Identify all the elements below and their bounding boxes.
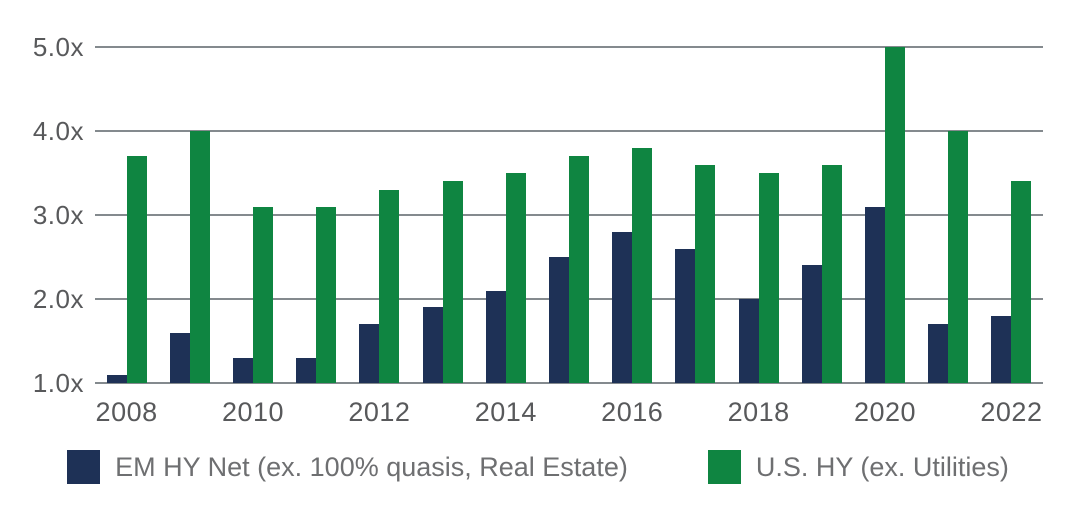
bar-em-hy-net-2016 [612,231,633,383]
year-group-2020: 2020 [853,47,916,427]
x-tick-2018: 2018 [727,397,790,427]
bar-us-hy-2016 [632,147,653,383]
bar-em-hy-net-2012 [359,324,380,383]
y-tick-5.0x: 5.0x [32,32,84,62]
bar-us-hy-2014 [505,173,526,383]
gridline-3.0x [95,214,1043,216]
bar-em-hy-net-2013 [422,307,443,383]
bar-us-hy-2011 [316,206,337,383]
x-tick-2020: 2020 [853,397,917,427]
year-group-2014: 2014 [474,47,537,427]
x-tick-2014: 2014 [474,397,537,427]
bar-us-hy-2018 [758,173,779,383]
bar-em-hy-net-2010 [233,357,253,383]
year-group-2016: 2016 [601,47,664,427]
bar-em-hy-net-2022 [991,315,1012,383]
year-group-2018: 2018 [727,47,790,427]
bar-em-hy-net-2011 [296,357,317,383]
bar-em-hy-net-2009 [169,332,190,383]
bar-groups: 2008 2010 2012 2014 2016 2018 2020 2022 [95,47,1043,427]
gridline-5.0x [95,46,1043,48]
bar-em-hy-net-2014 [485,290,506,383]
year-group-2011 [285,47,348,383]
bar-em-hy-net-2015 [549,257,570,383]
year-group-2019 [790,47,853,383]
legend-item-us-hy: U.S. HY (ex. Utilities) [707,450,1009,484]
x-tick-2016: 2016 [601,397,664,427]
legend-label-us-hy: U.S. HY (ex. Utilities) [755,451,1009,482]
x-tick-2022: 2022 [980,397,1043,427]
plot-area: 2008 2010 2012 2014 2016 2018 2020 2022 [95,46,1043,427]
bar-us-hy-2008 [126,156,147,383]
bar-us-hy-2015 [569,156,590,383]
y-tick-3.0x: 3.0x [32,200,84,230]
bar-em-hy-net-2019 [801,265,822,383]
y-tick-2.0x: 2.0x [32,284,84,314]
year-group-2021 [917,47,980,383]
x-tick-2012: 2012 [348,397,411,427]
year-group-2009 [158,47,221,383]
x-tick-2008: 2008 [95,397,158,427]
year-group-2010: 2010 [221,47,284,427]
bar-us-hy-2009 [189,131,210,383]
bar-us-hy-2020 [885,47,906,383]
bar-em-hy-net-2018 [738,299,759,383]
y-tick-1.0x: 1.0x [32,368,84,398]
bar-em-hy-net-2021 [928,324,949,383]
year-group-2022: 2022 [980,47,1043,427]
bar-us-hy-2013 [442,181,463,383]
legend-item-em-hy-net: EM HY Net (ex. 100% quasis, Real Estate) [67,450,628,484]
year-group-2008: 2008 [95,47,158,427]
bar-us-hy-2022 [1011,181,1032,383]
gridline-4.0x [95,130,1043,132]
y-tick-4.0x: 4.0x [32,116,84,146]
gridline-1.0x [95,382,1043,384]
legend: EM HY Net (ex. 100% quasis, Real Estate)… [0,450,1076,484]
bar-us-hy-2010 [253,206,273,383]
em-hy-net-swatch-icon [67,450,101,484]
bar-em-hy-net-2008 [106,374,127,383]
year-group-2015 [537,47,600,383]
year-group-2012: 2012 [348,47,411,427]
bar-us-hy-2017 [695,164,716,383]
x-tick-2010: 2010 [221,397,285,427]
bar-us-hy-2021 [948,131,969,383]
bar-em-hy-net-2020 [865,206,886,383]
us-hy-swatch-icon [707,450,741,484]
bar-us-hy-2012 [379,189,400,383]
legend-label-em-hy-net: EM HY Net (ex. 100% quasis, Real Estate) [115,451,628,482]
year-group-2017 [664,47,727,383]
bar-us-hy-2019 [821,164,842,383]
bar-em-hy-net-2017 [675,248,696,383]
year-group-2013 [411,47,474,383]
